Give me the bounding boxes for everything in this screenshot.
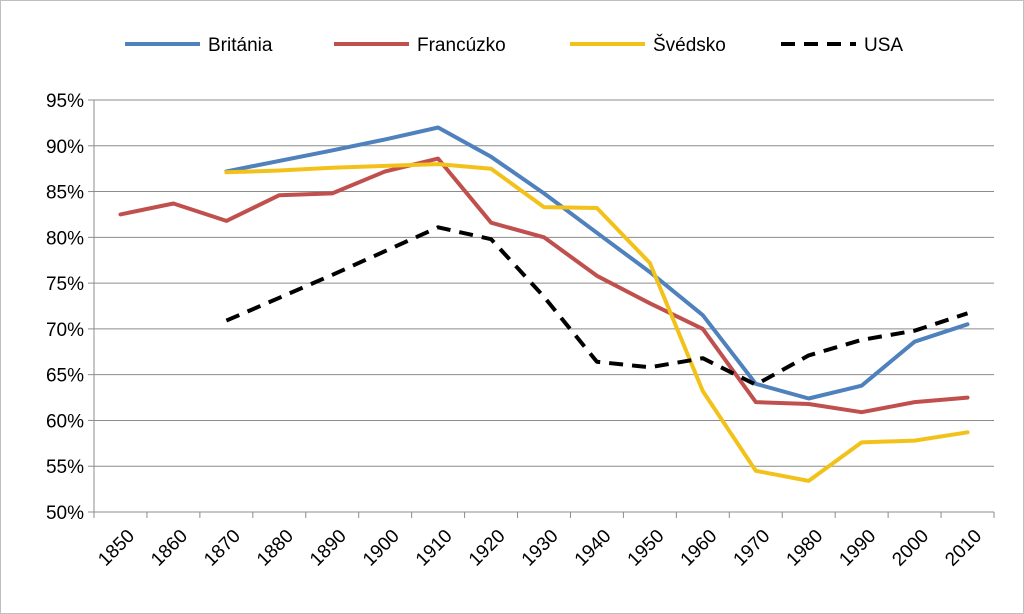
y-tick-label: 90% bbox=[46, 137, 84, 158]
x-tick-label: 1950 bbox=[624, 526, 669, 571]
x-tick-label: 1960 bbox=[677, 526, 722, 571]
axes bbox=[93, 100, 995, 518]
x-tick-label: 2000 bbox=[888, 526, 933, 571]
y-tick-label: 50% bbox=[46, 503, 84, 524]
x-tick-label: 1900 bbox=[359, 526, 404, 571]
series-line-británia bbox=[224, 125, 970, 401]
y-tick-label: 75% bbox=[46, 274, 84, 295]
x-tick-label: 1980 bbox=[783, 526, 828, 571]
legend-label: Švédsko bbox=[653, 34, 726, 56]
legend-label: Británia bbox=[208, 35, 273, 56]
series-line-usa bbox=[225, 225, 969, 387]
x-tick-label: 2010 bbox=[941, 526, 986, 571]
y-tick-label: 55% bbox=[46, 457, 84, 478]
y-axis-tick-labels: 50% 55% 60% 65% 70% 75% 80% 85% 90% 95% bbox=[46, 91, 84, 524]
y-tick-label: 80% bbox=[46, 228, 84, 249]
series-lines bbox=[118, 125, 970, 483]
x-axis-tick-labels: 1850 1860 1870 1880 1890 1900 1910 1920 1930 1940… bbox=[94, 526, 986, 571]
y-tick-label: 95% bbox=[46, 91, 84, 112]
x-tick-label: 1890 bbox=[306, 526, 351, 571]
legend: Británia Francúzko Švédsko USA bbox=[125, 34, 903, 56]
x-tick-label: 1850 bbox=[94, 526, 139, 571]
x-tick-label: 1990 bbox=[835, 526, 880, 571]
series-line-francúzko bbox=[118, 156, 970, 415]
x-tick-label: 1870 bbox=[200, 526, 245, 571]
x-tick-label: 1920 bbox=[465, 526, 510, 571]
x-tick-label: 1940 bbox=[571, 526, 616, 571]
y-tick-label: 70% bbox=[46, 320, 84, 341]
y-tick-label: 60% bbox=[46, 411, 84, 432]
x-tick-label: 1880 bbox=[253, 526, 298, 571]
gridlines bbox=[88, 99, 994, 513]
x-tick-label: 1910 bbox=[412, 526, 457, 571]
x-tick-label: 1860 bbox=[147, 526, 192, 571]
x-tick-label: 1930 bbox=[518, 526, 563, 571]
y-tick-label: 65% bbox=[46, 366, 84, 387]
series-line-švédsko bbox=[224, 162, 970, 483]
x-tick-label: 1970 bbox=[730, 526, 775, 571]
legend-label: Francúzko bbox=[417, 35, 506, 56]
legend-label: USA bbox=[864, 35, 903, 56]
y-tick-label: 85% bbox=[46, 183, 84, 204]
